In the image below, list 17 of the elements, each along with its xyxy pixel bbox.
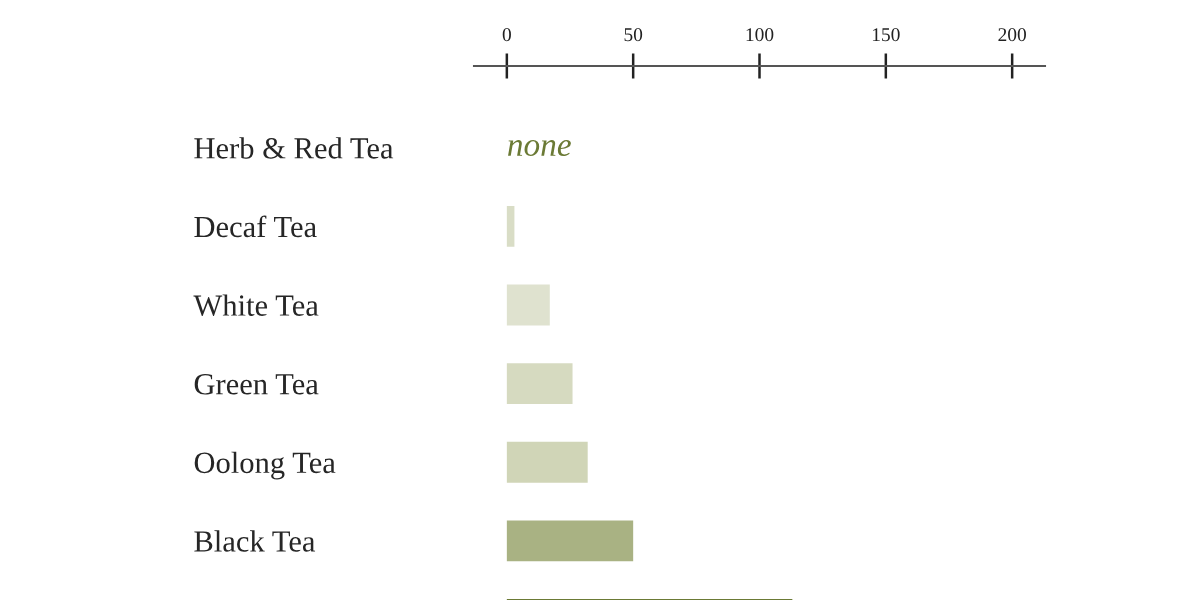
x-tick-label: 50	[624, 28, 643, 42]
y-tick-label: Herb & Red Tea	[194, 137, 394, 159]
bar	[506, 284, 550, 326]
bar	[506, 441, 588, 483]
y-tick-label: Oolong Tea	[194, 451, 336, 480]
x-tick-label: 100	[746, 28, 774, 42]
bar	[506, 205, 515, 247]
bar	[506, 363, 573, 405]
annotation: none	[508, 140, 571, 157]
y-tick-label: White Tea	[193, 294, 319, 317]
y-tick-label: Green Tea	[194, 374, 319, 395]
bar	[506, 520, 634, 562]
x-tick-label: 200	[998, 28, 1026, 42]
y-tick-label: Black Tea	[194, 530, 316, 552]
x-tick-label: 150	[872, 28, 900, 42]
y-tick-label: Decaf Tea	[194, 215, 317, 238]
x-tick-label: 0	[502, 28, 511, 42]
